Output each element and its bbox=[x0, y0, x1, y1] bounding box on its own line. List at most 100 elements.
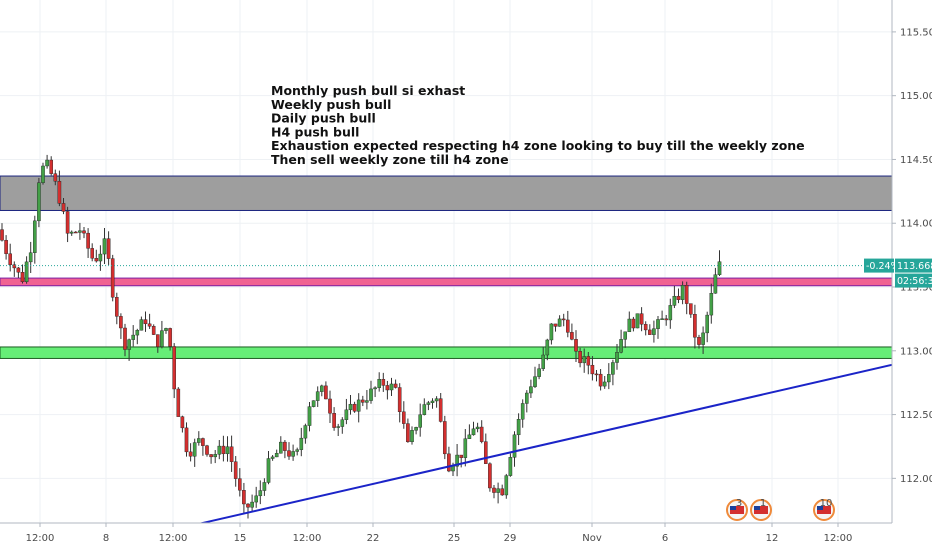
candle-up bbox=[463, 438, 468, 458]
candle-down bbox=[443, 421, 447, 455]
candle-up bbox=[623, 331, 627, 340]
candle-down bbox=[4, 239, 8, 254]
weekly-zone bbox=[0, 175, 893, 211]
candle-up bbox=[336, 426, 341, 428]
candle-down bbox=[492, 487, 496, 493]
time-tick-label: 12:00 bbox=[26, 533, 55, 544]
flag-stripe bbox=[754, 506, 768, 514]
candle-up bbox=[426, 402, 431, 405]
candle-up bbox=[28, 252, 33, 263]
candle-up bbox=[516, 419, 521, 436]
candle-down bbox=[598, 373, 603, 387]
trend-line bbox=[185, 363, 893, 528]
candle-up bbox=[139, 319, 144, 331]
candle-up bbox=[315, 391, 320, 401]
candle-down bbox=[631, 318, 636, 329]
current-price-label: 113.668 bbox=[897, 261, 932, 272]
candle-up bbox=[217, 445, 222, 455]
candle-up bbox=[279, 441, 283, 454]
time-tick-label: 12:00 bbox=[824, 533, 853, 544]
trendline bbox=[185, 363, 893, 528]
note-line: Exhaustion expected respecting h4 zone l… bbox=[271, 138, 805, 153]
candle-down bbox=[594, 373, 599, 376]
candle-down bbox=[209, 454, 213, 458]
countdown-label: 02:56:37 bbox=[897, 276, 932, 287]
candle-up bbox=[320, 385, 324, 392]
candle-up bbox=[365, 400, 369, 403]
candle-up bbox=[451, 466, 455, 472]
candle-down bbox=[352, 403, 357, 412]
candle-up bbox=[471, 428, 476, 436]
candle-down bbox=[447, 453, 451, 472]
candle-up bbox=[680, 285, 685, 300]
candle-down bbox=[172, 346, 177, 390]
candle-up bbox=[41, 165, 45, 183]
candle-down bbox=[201, 438, 205, 446]
candle-down bbox=[488, 463, 492, 489]
change-badge bbox=[864, 258, 894, 273]
time-tick-label: 12:00 bbox=[159, 533, 188, 544]
candle-down bbox=[570, 332, 574, 340]
price-axis[interactable]: 115.500 115.000 114.500 114.000 113.500 113.0… bbox=[864, 0, 932, 550]
candle-up bbox=[496, 488, 500, 493]
candle-up bbox=[291, 451, 295, 457]
time-tick-label: 6 bbox=[662, 533, 668, 544]
candle-up bbox=[520, 403, 525, 420]
flag-canton bbox=[754, 506, 760, 510]
candle-up bbox=[717, 261, 722, 275]
candle-up bbox=[656, 319, 660, 329]
flag-canton bbox=[817, 506, 823, 510]
candle-up bbox=[270, 456, 275, 459]
candle-down bbox=[16, 267, 21, 273]
candle-up bbox=[258, 490, 263, 497]
candle-down bbox=[406, 423, 410, 443]
candle-down bbox=[361, 399, 365, 403]
candle-down bbox=[500, 488, 505, 496]
candle-up bbox=[348, 403, 353, 411]
candle-up bbox=[377, 379, 382, 388]
price-tick-label: 114.000 bbox=[900, 219, 932, 230]
time-tick-label: 22 bbox=[367, 533, 380, 544]
candle-down bbox=[566, 319, 570, 333]
candle-down bbox=[479, 426, 484, 442]
candle-down bbox=[184, 427, 189, 453]
candle-down bbox=[86, 232, 90, 249]
candle-down bbox=[205, 445, 209, 455]
candle-down bbox=[180, 416, 185, 429]
candle-down bbox=[188, 451, 193, 457]
candle-up bbox=[37, 182, 41, 222]
candle-down bbox=[438, 398, 443, 422]
economic-events[interactable]: 3 1 10 bbox=[726, 498, 835, 521]
candle-down bbox=[574, 339, 578, 352]
note-line: Weekly push bull bbox=[271, 97, 391, 112]
candle-down bbox=[484, 441, 488, 464]
candle-up bbox=[127, 339, 131, 350]
event-count: 1 bbox=[760, 498, 766, 509]
candle-down bbox=[94, 258, 99, 262]
candle-up bbox=[98, 253, 103, 262]
candle-up bbox=[602, 381, 607, 387]
candle-up bbox=[135, 330, 140, 336]
candle-up bbox=[607, 374, 611, 383]
candle-up bbox=[33, 220, 37, 253]
candle-up bbox=[582, 356, 586, 364]
candle-up bbox=[45, 159, 49, 167]
candle-down bbox=[49, 159, 53, 174]
candle-up bbox=[434, 398, 439, 402]
candle-up bbox=[24, 261, 29, 282]
candle-down bbox=[664, 318, 668, 321]
candle-up bbox=[164, 328, 168, 331]
candle-down bbox=[82, 230, 86, 234]
candle-up bbox=[529, 386, 533, 394]
candle-down bbox=[61, 203, 66, 212]
current-price-badge bbox=[895, 258, 932, 273]
candle-down bbox=[221, 445, 226, 455]
time-axis[interactable]: 12:00 8 12:00 15 12:00 22 25 29 Nov 6 12 12:00 bbox=[0, 522, 932, 550]
candle-up bbox=[701, 332, 705, 345]
note-line: H4 push bull bbox=[271, 124, 359, 139]
candle-up bbox=[672, 295, 677, 306]
candle-up bbox=[410, 430, 414, 443]
time-tick-label: 29 bbox=[504, 533, 517, 544]
